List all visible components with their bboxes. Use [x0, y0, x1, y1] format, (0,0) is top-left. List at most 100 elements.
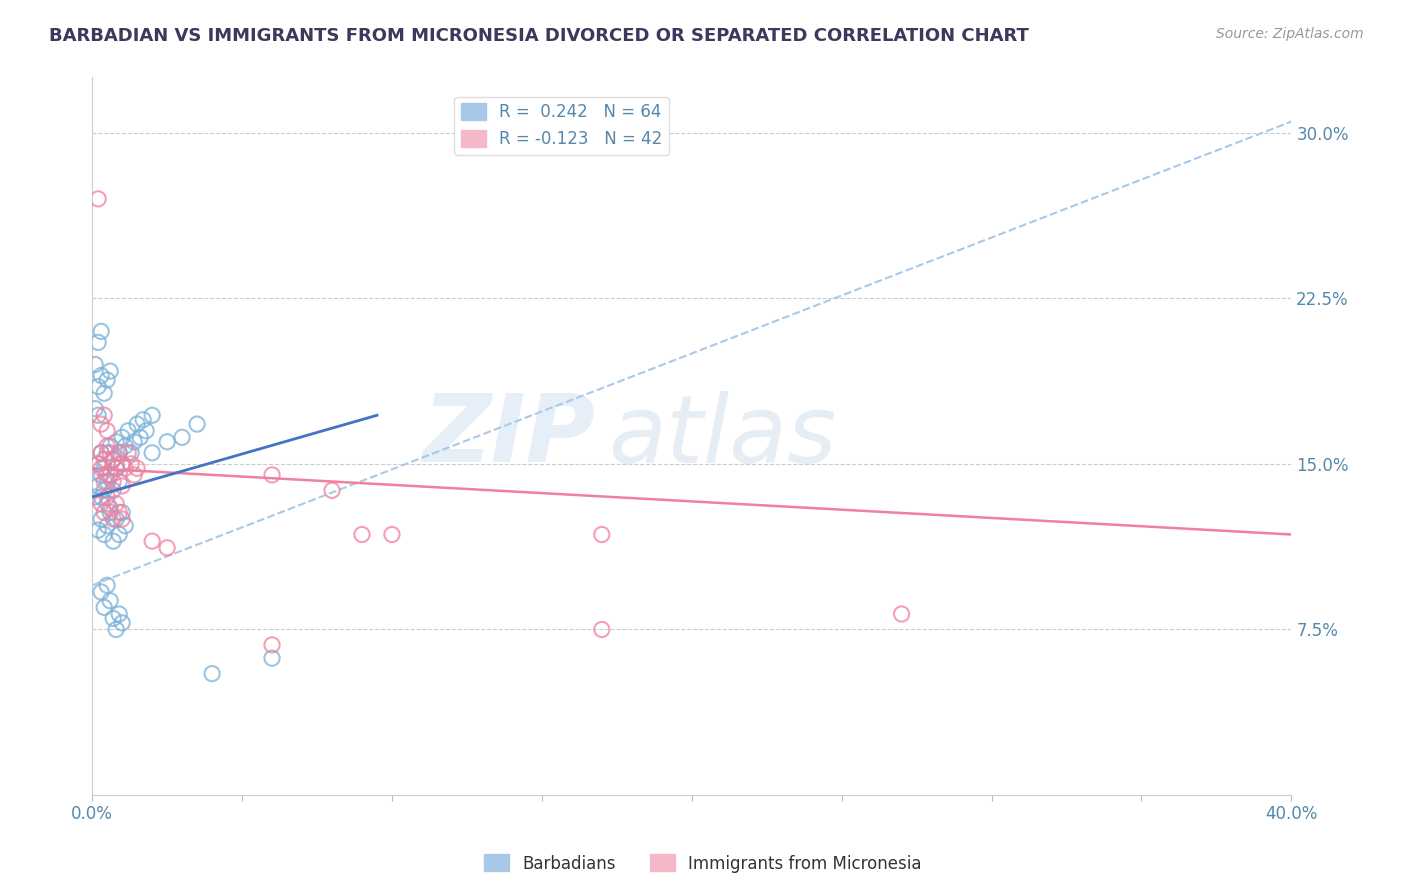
- Point: [90, 461, 112, 475]
- Point: [120, 457, 142, 471]
- Point: [122, 434, 145, 449]
- Point: [90, 324, 112, 338]
- Point: [84, 490, 107, 504]
- Point: [87, 335, 110, 350]
- Legend: Barbadians, Immigrants from Micronesia: Barbadians, Immigrants from Micronesia: [478, 847, 928, 880]
- Point: [96, 490, 118, 504]
- Point: [108, 475, 131, 489]
- Point: [186, 417, 208, 431]
- Point: [87, 379, 110, 393]
- Point: [96, 518, 118, 533]
- Point: [108, 527, 131, 541]
- Point: [141, 409, 163, 423]
- Point: [98, 439, 121, 453]
- Point: [101, 452, 124, 467]
- Point: [87, 479, 110, 493]
- Point: [141, 534, 163, 549]
- Point: [117, 424, 139, 438]
- Point: [90, 585, 112, 599]
- Text: Source: ZipAtlas.com: Source: ZipAtlas.com: [1216, 27, 1364, 41]
- Point: [87, 457, 110, 471]
- Text: BARBADIAN VS IMMIGRANTS FROM MICRONESIA DIVORCED OR SEPARATED CORRELATION CHART: BARBADIAN VS IMMIGRANTS FROM MICRONESIA …: [49, 27, 1029, 45]
- Point: [96, 446, 118, 460]
- Point: [93, 527, 115, 541]
- Point: [93, 409, 115, 423]
- Point: [260, 638, 283, 652]
- Text: ZIP: ZIP: [423, 391, 596, 483]
- Point: [84, 401, 107, 416]
- Point: [111, 457, 134, 471]
- Point: [90, 490, 112, 504]
- Point: [93, 505, 115, 519]
- Point: [321, 483, 343, 498]
- Point: [90, 446, 112, 460]
- Point: [890, 607, 912, 621]
- Point: [260, 467, 283, 482]
- Point: [260, 651, 283, 665]
- Point: [591, 623, 613, 637]
- Point: [101, 512, 124, 526]
- Point: [105, 497, 128, 511]
- Point: [98, 593, 121, 607]
- Point: [105, 461, 128, 475]
- Point: [105, 512, 128, 526]
- Point: [122, 467, 145, 482]
- Point: [90, 497, 112, 511]
- Point: [127, 461, 149, 475]
- Point: [127, 417, 149, 431]
- Text: atlas: atlas: [607, 391, 837, 482]
- Point: [93, 386, 115, 401]
- Point: [87, 192, 110, 206]
- Point: [90, 512, 112, 526]
- Point: [132, 413, 155, 427]
- Point: [108, 505, 131, 519]
- Point: [101, 534, 124, 549]
- Point: [114, 439, 136, 453]
- Point: [93, 483, 115, 498]
- Point: [114, 518, 136, 533]
- Point: [101, 452, 124, 467]
- Point: [87, 457, 110, 471]
- Point: [201, 666, 224, 681]
- Point: [120, 446, 142, 460]
- Point: [101, 611, 124, 625]
- Legend: R =  0.242   N = 64, R = -0.123   N = 42: R = 0.242 N = 64, R = -0.123 N = 42: [454, 96, 669, 154]
- Point: [96, 373, 118, 387]
- Point: [93, 475, 115, 489]
- Point: [90, 368, 112, 383]
- Point: [108, 607, 131, 621]
- Point: [101, 475, 124, 489]
- Point: [111, 430, 134, 444]
- Point: [93, 461, 115, 475]
- Point: [114, 461, 136, 475]
- Point: [111, 512, 134, 526]
- Point: [98, 501, 121, 516]
- Point: [105, 623, 128, 637]
- Point: [591, 527, 613, 541]
- Point: [98, 505, 121, 519]
- Point: [98, 467, 121, 482]
- Point: [101, 483, 124, 498]
- Point: [111, 615, 134, 630]
- Point: [98, 364, 121, 378]
- Point: [98, 467, 121, 482]
- Point: [172, 430, 194, 444]
- Point: [141, 446, 163, 460]
- Point: [108, 446, 131, 460]
- Point: [87, 409, 110, 423]
- Point: [105, 434, 128, 449]
- Point: [96, 424, 118, 438]
- Point: [96, 475, 118, 489]
- Point: [111, 505, 134, 519]
- Point: [156, 434, 179, 449]
- Point: [129, 430, 152, 444]
- Point: [117, 446, 139, 460]
- Point: [98, 446, 121, 460]
- Point: [96, 439, 118, 453]
- Point: [87, 523, 110, 537]
- Point: [96, 467, 118, 482]
- Point: [90, 446, 112, 460]
- Point: [105, 461, 128, 475]
- Point: [108, 446, 131, 460]
- Point: [135, 424, 157, 438]
